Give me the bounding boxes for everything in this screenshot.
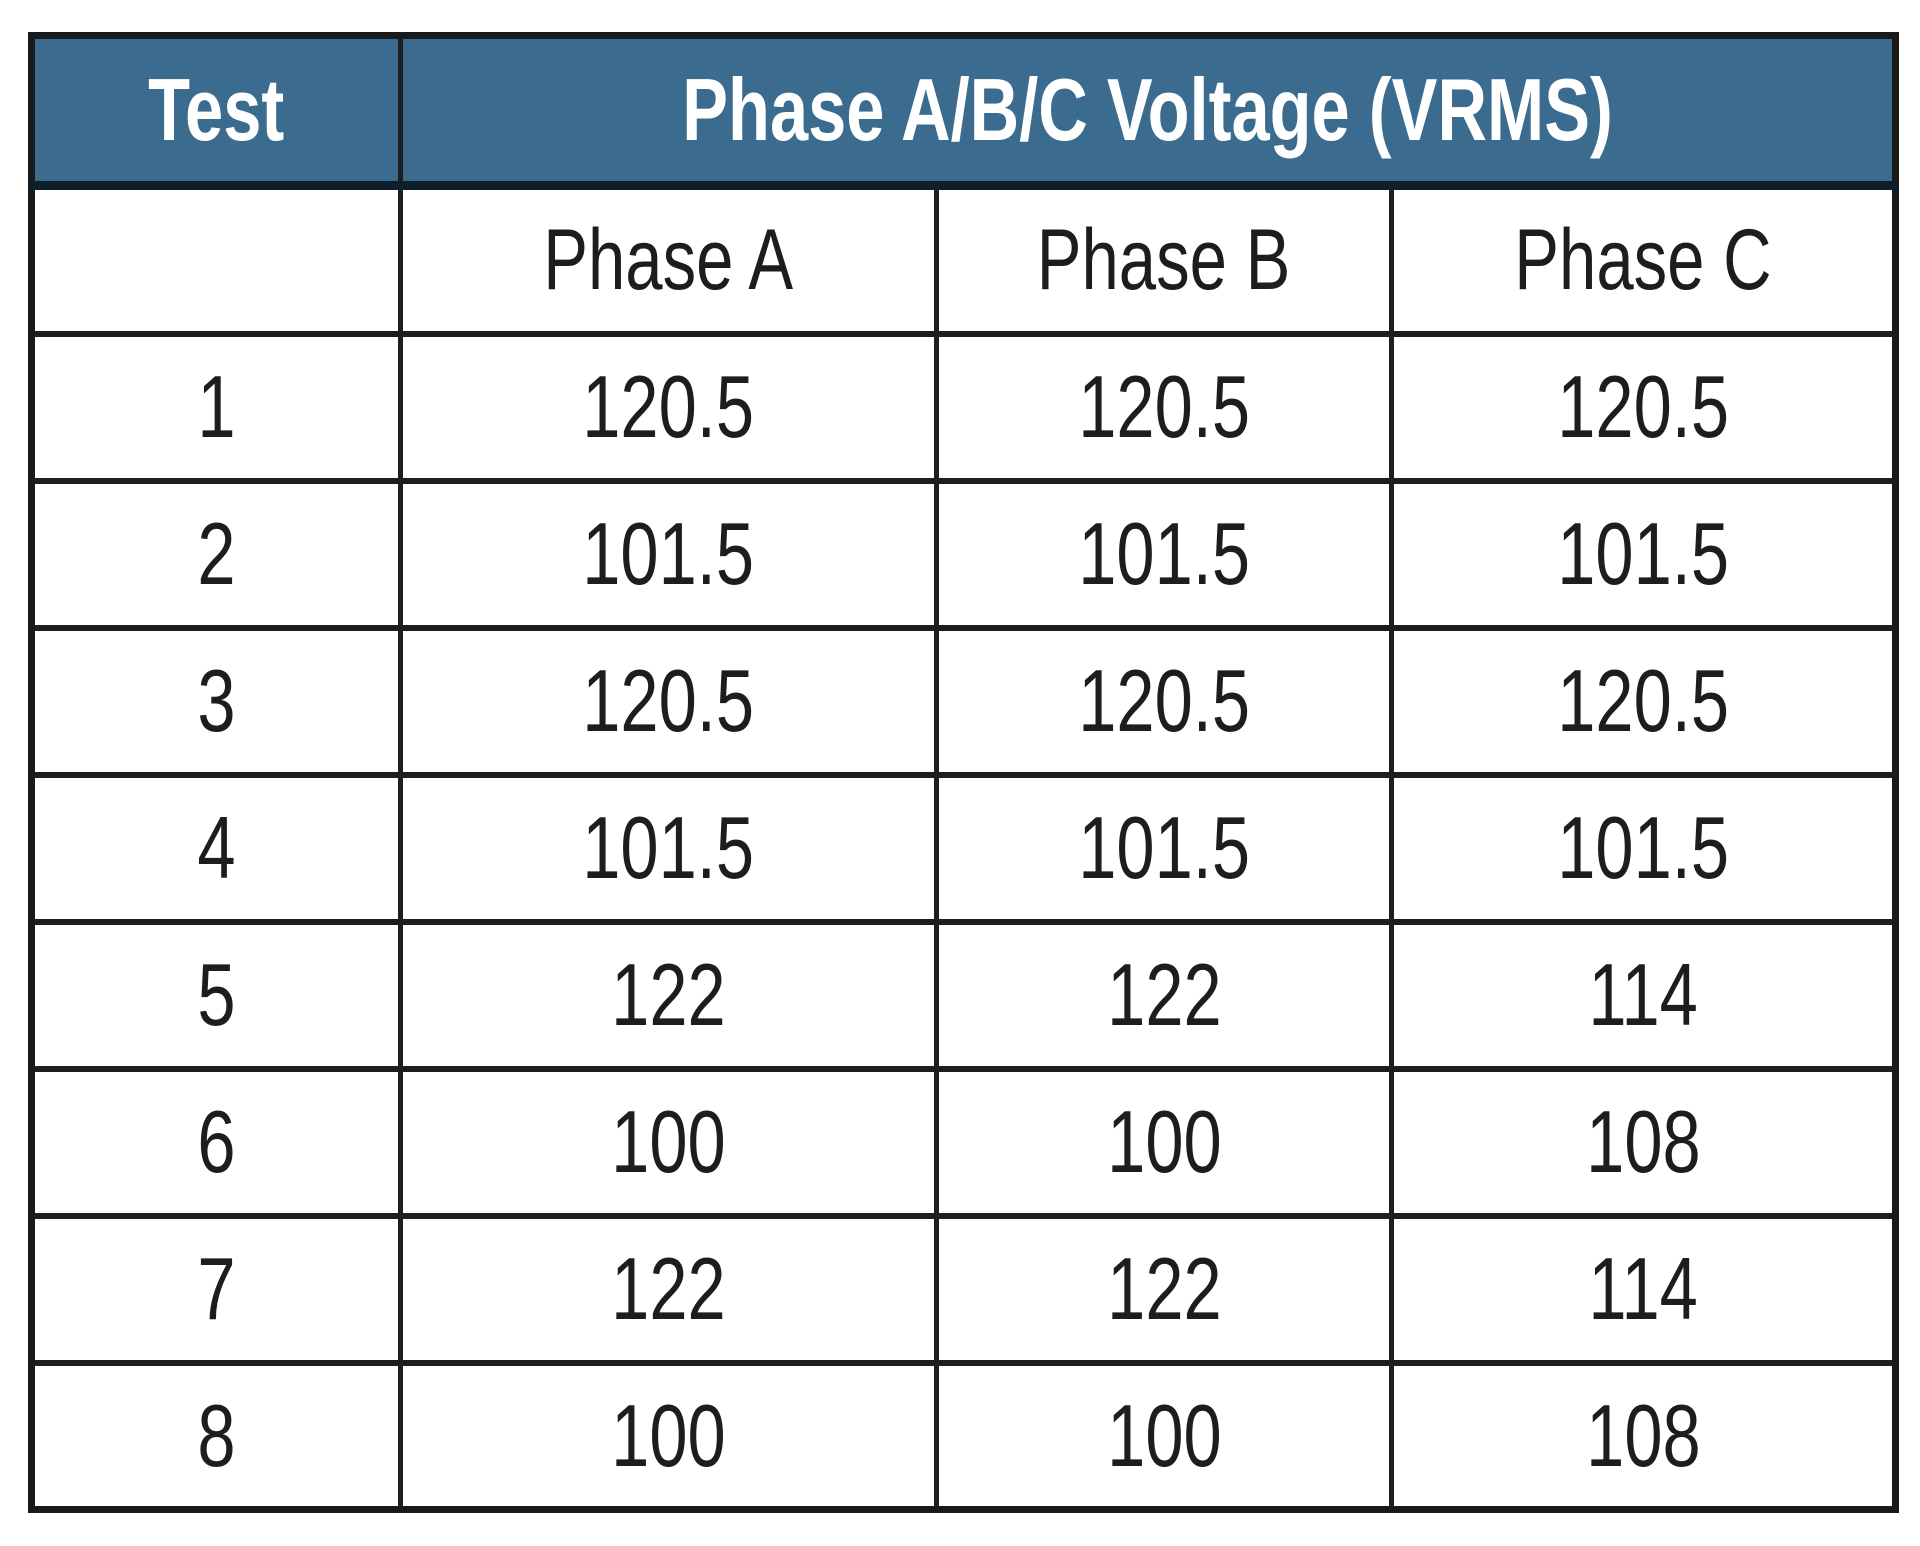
test-number: 4 (197, 798, 236, 897)
test-number: 7 (197, 1239, 236, 1338)
phase-b-value: 101.5 (1078, 504, 1250, 603)
subheader-phase-c: Phase C (1388, 182, 1899, 337)
subheader-phase-a-label: Phase A (543, 211, 794, 308)
subheader-row: Phase A Phase B Phase C (29, 182, 1899, 337)
cell-phase-b: 100 (934, 1359, 1394, 1513)
cell-test: 7 (29, 1212, 403, 1366)
cell-phase-a: 122 (398, 1212, 939, 1366)
cell-phase-b: 101.5 (934, 771, 1394, 925)
table-row: 3 120.5 120.5 120.5 (29, 624, 1899, 778)
cell-phase-a: 120.5 (398, 624, 939, 778)
cell-test: 8 (29, 1359, 403, 1513)
cell-phase-c: 120.5 (1388, 624, 1899, 778)
phase-c-value: 114 (1588, 1239, 1698, 1338)
cell-phase-b: 101.5 (934, 477, 1394, 631)
phase-a-value: 120.5 (582, 651, 755, 750)
test-number: 5 (197, 945, 236, 1044)
phase-a-value: 100 (611, 1385, 726, 1485)
cell-phase-c: 108 (1388, 1359, 1899, 1513)
cell-phase-c: 101.5 (1388, 771, 1899, 925)
phase-a-value: 100 (611, 1092, 726, 1191)
cell-phase-a: 120.5 (398, 330, 939, 484)
table-row: 6 100 100 108 (29, 1065, 1899, 1219)
col-header-voltage: Phase A/B/C Voltage (VRMS) (397, 32, 1899, 190)
phase-b-value: 100 (1106, 1092, 1222, 1191)
cell-phase-b: 120.5 (934, 624, 1394, 778)
test-number: 3 (197, 651, 236, 750)
cell-test: 3 (29, 624, 403, 778)
phase-a-value: 122 (611, 1239, 726, 1338)
phase-c-value: 120.5 (1557, 357, 1729, 456)
cell-phase-c: 114 (1388, 918, 1899, 1072)
cell-phase-a: 101.5 (398, 771, 939, 925)
cell-phase-c: 108 (1388, 1065, 1899, 1219)
phase-a-value: 122 (611, 945, 726, 1044)
phase-b-value: 120.5 (1078, 651, 1250, 750)
corner-cell (29, 182, 403, 337)
phase-c-value: 108 (1585, 1385, 1701, 1485)
phase-c-value: 101.5 (1557, 798, 1729, 897)
test-number: 8 (197, 1385, 236, 1485)
table-row: 1 120.5 120.5 120.5 (29, 330, 1899, 484)
cell-phase-b: 122 (934, 918, 1394, 1072)
test-number: 6 (197, 1092, 236, 1191)
cell-phase-a: 101.5 (398, 477, 939, 631)
cell-phase-b: 120.5 (934, 330, 1394, 484)
col-header-voltage-label: Phase A/B/C Voltage (VRMS) (682, 60, 1613, 159)
phase-c-value: 108 (1585, 1092, 1701, 1191)
cell-test: 5 (29, 918, 403, 1072)
cell-test: 1 (29, 330, 403, 484)
test-number: 1 (197, 357, 236, 456)
phase-c-value: 114 (1588, 945, 1698, 1044)
cell-phase-a: 100 (398, 1065, 939, 1219)
phase-a-value: 120.5 (582, 357, 755, 456)
table-row: 5 122 122 114 (29, 918, 1899, 1072)
cell-phase-c: 120.5 (1388, 330, 1899, 484)
subheader-phase-a: Phase A (398, 182, 939, 337)
cell-phase-a: 122 (398, 918, 939, 1072)
phase-b-value: 122 (1106, 945, 1222, 1044)
cell-test: 4 (29, 771, 403, 925)
cell-phase-b: 100 (934, 1065, 1394, 1219)
voltage-table-container: Test Phase A/B/C Voltage (VRMS) Phase A … (28, 32, 1900, 1513)
subheader-phase-b-label: Phase B (1037, 211, 1291, 308)
subheader-phase-b: Phase B (934, 182, 1394, 337)
table-row: 8 100 100 108 (29, 1359, 1899, 1513)
phase-a-value: 101.5 (582, 504, 755, 603)
cell-phase-c: 101.5 (1388, 477, 1899, 631)
phase-b-value: 122 (1106, 1239, 1222, 1338)
cell-phase-a: 100 (398, 1359, 939, 1513)
test-number: 2 (197, 504, 236, 603)
phase-a-value: 101.5 (582, 798, 755, 897)
phase-b-value: 100 (1106, 1385, 1222, 1485)
table-row: 2 101.5 101.5 101.5 (29, 477, 1899, 631)
phase-c-value: 120.5 (1557, 651, 1729, 750)
voltage-table: Test Phase A/B/C Voltage (VRMS) Phase A … (28, 32, 1900, 1513)
header-row: Test Phase A/B/C Voltage (VRMS) (29, 32, 1899, 190)
phase-b-value: 120.5 (1078, 357, 1250, 456)
table-row: 7 122 122 114 (29, 1212, 1899, 1366)
phase-b-value: 101.5 (1078, 798, 1250, 897)
cell-test: 2 (29, 477, 403, 631)
cell-phase-b: 122 (934, 1212, 1394, 1366)
col-header-test: Test (29, 32, 403, 190)
table-row: 4 101.5 101.5 101.5 (29, 771, 1899, 925)
col-header-test-label: Test (148, 60, 285, 159)
cell-test: 6 (29, 1065, 403, 1219)
phase-c-value: 101.5 (1557, 504, 1729, 603)
subheader-phase-c-label: Phase C (1514, 211, 1772, 308)
cell-phase-c: 114 (1388, 1212, 1899, 1366)
